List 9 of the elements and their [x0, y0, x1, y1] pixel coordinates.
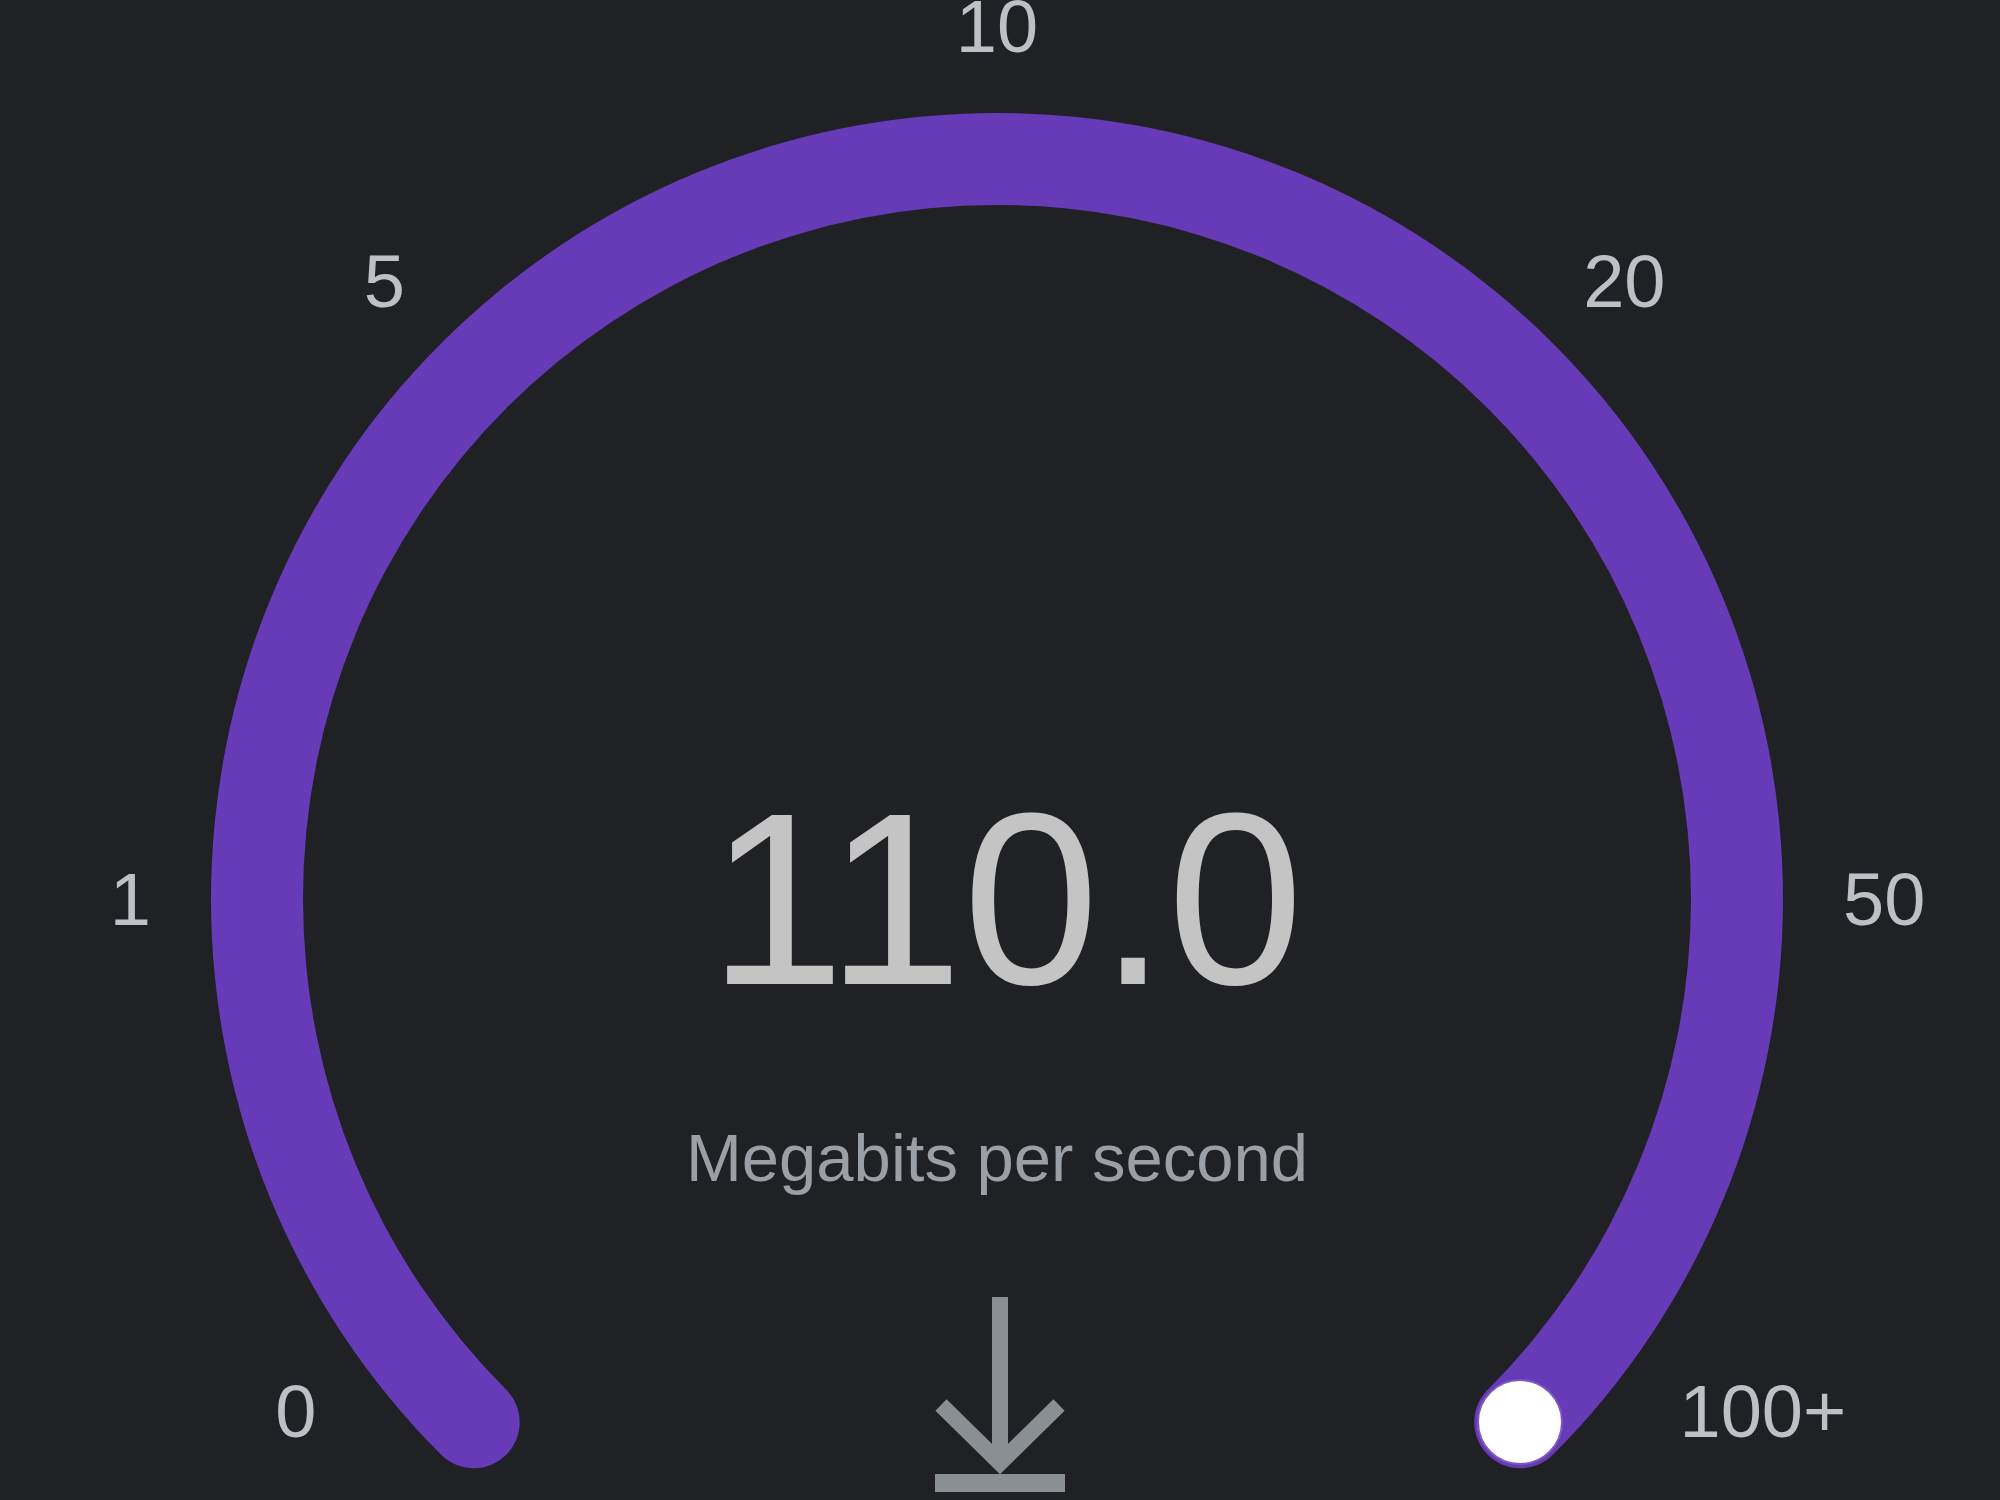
text: Megabits per second [686, 1119, 1308, 1195]
text: 0 [275, 1370, 317, 1454]
text: 1 [109, 857, 151, 941]
text: 50 [1843, 857, 1926, 941]
text: 100+ [1679, 1370, 1847, 1454]
text: 10 [955, 0, 1039, 68]
text: 5 [363, 240, 405, 324]
text: 20 [1583, 240, 1666, 324]
data-label: 110.0 [708, 762, 1304, 1036]
